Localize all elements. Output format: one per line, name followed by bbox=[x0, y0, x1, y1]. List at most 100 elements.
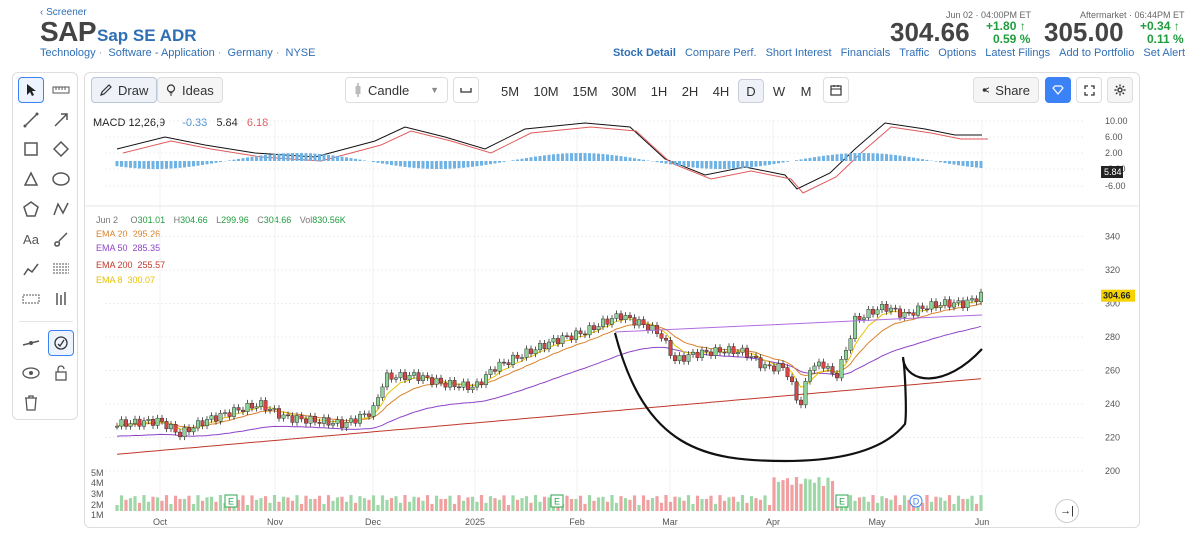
nav-stock-detail[interactable]: Stock Detail bbox=[612, 47, 676, 59]
macd-histogram-bar bbox=[183, 161, 186, 168]
tf-m[interactable]: M bbox=[800, 83, 812, 99]
scroll-to-end-button[interactable]: →| bbox=[1055, 499, 1079, 523]
tf-2h[interactable]: 2H bbox=[681, 83, 699, 99]
company-name[interactable]: Sap SE ADR bbox=[97, 26, 197, 45]
nav-traffic[interactable]: Traffic bbox=[899, 47, 930, 59]
macd-histogram-bar bbox=[165, 161, 168, 169]
tf-d[interactable]: D bbox=[738, 79, 764, 103]
candle bbox=[173, 424, 178, 433]
nav-portfolio[interactable]: Add to Portfolio bbox=[1059, 47, 1135, 59]
draw-button[interactable]: Draw bbox=[91, 77, 158, 103]
trash-icon[interactable] bbox=[18, 390, 44, 416]
volume-bar bbox=[601, 496, 605, 511]
volume-bar bbox=[529, 502, 533, 511]
price-axis-label: 300 bbox=[1105, 299, 1120, 309]
lock-icon[interactable] bbox=[48, 360, 74, 386]
ellipse-icon[interactable] bbox=[48, 166, 74, 192]
macd-histogram-bar bbox=[736, 161, 740, 169]
tf-1h[interactable]: 1H bbox=[650, 83, 668, 99]
text-icon[interactable]: Aa bbox=[23, 231, 39, 247]
brush-icon[interactable] bbox=[48, 226, 74, 252]
rectangle-icon[interactable] bbox=[18, 136, 44, 162]
tf-10m[interactable]: 10M bbox=[533, 83, 559, 99]
nav-short-interest[interactable]: Short Interest bbox=[765, 47, 832, 59]
chart-type-select[interactable]: Candle ▼ bbox=[345, 77, 448, 103]
meta-exchange[interactable]: NYSE bbox=[285, 47, 316, 59]
candle bbox=[457, 386, 461, 389]
macd-histogram-bar bbox=[210, 161, 213, 164]
triangle-icon[interactable] bbox=[18, 166, 44, 192]
fullscreen-button[interactable] bbox=[1076, 77, 1102, 103]
nav-alert[interactable]: Set Alert bbox=[1143, 47, 1185, 59]
calendar-button[interactable] bbox=[823, 77, 849, 103]
resistance-line bbox=[614, 314, 983, 333]
snap-icon[interactable] bbox=[18, 330, 44, 356]
tf-4h[interactable]: 4H bbox=[712, 83, 730, 99]
volume-bar bbox=[250, 495, 254, 511]
eye-icon[interactable] bbox=[18, 360, 44, 386]
candle bbox=[349, 418, 353, 423]
meta-country[interactable]: Germany bbox=[227, 47, 273, 59]
tf-5m[interactable]: 5M bbox=[500, 83, 520, 99]
range-icon[interactable] bbox=[18, 286, 44, 312]
candle bbox=[250, 402, 254, 409]
macd-histogram-bar bbox=[525, 157, 528, 161]
candle bbox=[416, 372, 421, 381]
trend-icon[interactable] bbox=[18, 256, 44, 282]
candle bbox=[146, 419, 151, 421]
nav-financials[interactable]: Financials bbox=[840, 47, 891, 59]
candle bbox=[317, 421, 322, 424]
breadcrumb[interactable]: ‹ Screener bbox=[40, 7, 87, 18]
volume-bar bbox=[389, 498, 394, 511]
volume-bar bbox=[565, 495, 569, 511]
volume-bar bbox=[362, 498, 367, 511]
time-axis-label: Oct bbox=[153, 517, 168, 527]
volume-bar bbox=[425, 495, 430, 511]
candle-icon bbox=[355, 83, 361, 97]
cursor-icon[interactable] bbox=[18, 77, 44, 103]
magnet-icon[interactable] bbox=[48, 330, 74, 356]
volume-bar bbox=[781, 480, 785, 511]
meta-industry[interactable]: Software - Application bbox=[108, 47, 215, 59]
candle bbox=[232, 407, 236, 417]
share-button[interactable]: Share bbox=[973, 77, 1039, 103]
macd-histogram-bar bbox=[268, 154, 272, 161]
pattern-icon[interactable] bbox=[48, 196, 74, 222]
volume-bar bbox=[614, 502, 619, 511]
volume-bar bbox=[295, 495, 299, 511]
volume-bar bbox=[740, 495, 745, 511]
arrow-icon[interactable] bbox=[48, 107, 74, 133]
premium-button[interactable] bbox=[1045, 77, 1071, 103]
macd-histogram-bar bbox=[448, 161, 452, 169]
volume-bar bbox=[376, 504, 380, 511]
ruler-icon[interactable] bbox=[48, 77, 74, 103]
tf-15m[interactable]: 15M bbox=[572, 83, 598, 99]
compare-button[interactable] bbox=[453, 77, 479, 103]
settings-button[interactable] bbox=[1107, 77, 1133, 103]
meta-sector[interactable]: Technology bbox=[40, 47, 96, 59]
volume-bar bbox=[475, 501, 479, 511]
candle bbox=[227, 412, 232, 417]
macd-histogram-bar bbox=[880, 153, 884, 161]
nav-filings[interactable]: Latest Filings bbox=[985, 47, 1051, 59]
macd-histogram-bar bbox=[966, 161, 969, 167]
candles-icon[interactable] bbox=[48, 286, 74, 312]
polygon-icon[interactable] bbox=[18, 196, 44, 222]
tf-30m[interactable]: 30M bbox=[611, 83, 637, 99]
candle bbox=[736, 352, 740, 355]
macd-histogram-bar bbox=[327, 154, 330, 161]
nav-compare[interactable]: Compare Perf. bbox=[684, 47, 757, 59]
rotated-rectangle-icon[interactable] bbox=[48, 136, 74, 162]
macd-histogram-bar bbox=[142, 161, 146, 169]
volume-bar bbox=[632, 495, 637, 511]
fib-icon[interactable] bbox=[48, 256, 74, 282]
macd-histogram-bar bbox=[822, 155, 825, 161]
time-axis-label: 2025 bbox=[465, 517, 485, 527]
candle bbox=[133, 418, 137, 424]
tf-w[interactable]: W bbox=[772, 83, 786, 99]
scroll-end-icon: →| bbox=[1060, 505, 1074, 517]
ideas-button[interactable]: Ideas bbox=[157, 77, 223, 103]
nav-options[interactable]: Options bbox=[938, 47, 977, 59]
line-icon[interactable] bbox=[18, 107, 44, 133]
price-chart[interactable]: 10.006.002.00-2.00-6.0034032030028026024… bbox=[85, 109, 1139, 527]
